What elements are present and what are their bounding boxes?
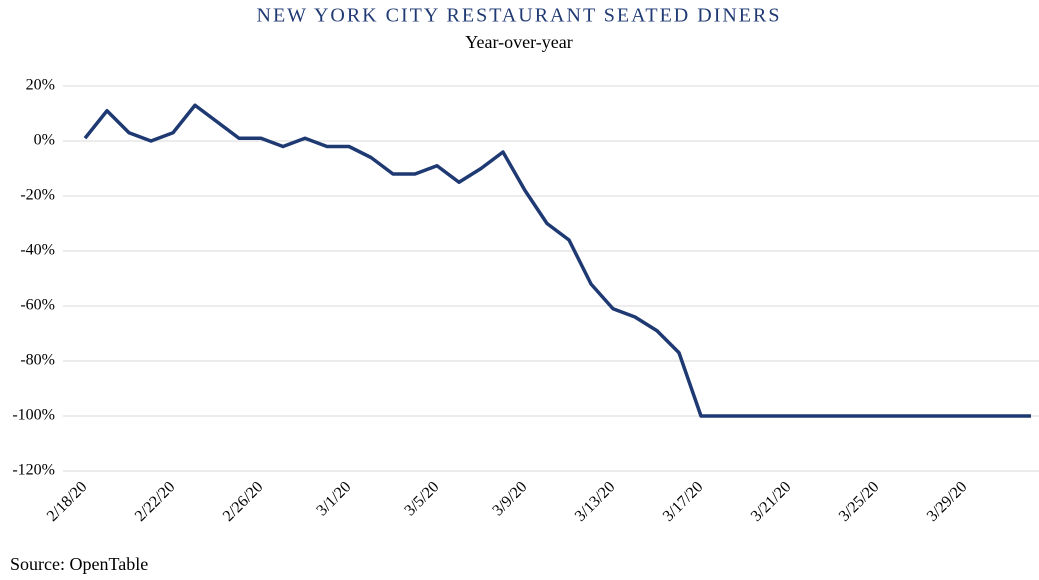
x-tick-label: 2/22/20: [132, 478, 179, 525]
y-tick-label: -80%: [20, 352, 55, 369]
y-tick-label: 0%: [34, 132, 55, 149]
source-note: Source: OpenTable: [10, 554, 148, 574]
x-tick-label: 3/17/20: [660, 478, 707, 525]
y-tick-label: -100%: [12, 407, 55, 424]
x-tick-label: 3/21/20: [748, 478, 795, 525]
x-tick-label: 3/5/20: [401, 478, 442, 519]
x-tick-label: 3/1/20: [313, 478, 354, 519]
x-tick-label: 2/18/20: [44, 478, 91, 525]
x-tick-label: 3/29/20: [924, 478, 971, 525]
y-tick-label: -40%: [20, 242, 55, 259]
data-line: [83, 103, 1031, 418]
chart-title: NEW YORK CITY RESTAURANT SEATED DINERS: [257, 5, 782, 27]
y-tick-label: 20%: [26, 77, 55, 94]
chart-subtitle: Year-over-year: [465, 32, 572, 52]
y-tick-label: -20%: [20, 187, 55, 204]
y-tick-label: -120%: [12, 462, 55, 479]
x-tick-label: 2/26/20: [220, 478, 267, 525]
x-tick-label: 3/13/20: [572, 478, 619, 525]
y-tick-label: -60%: [20, 297, 55, 314]
x-tick-label: 3/25/20: [836, 478, 883, 525]
x-tick-label: 3/9/20: [489, 478, 530, 519]
